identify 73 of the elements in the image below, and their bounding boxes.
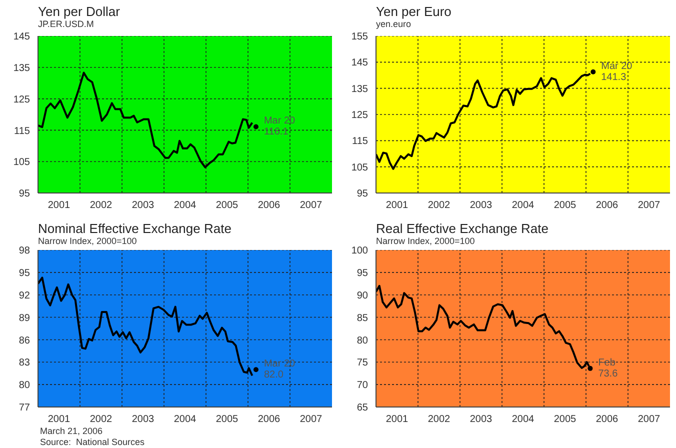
x-tick-label: 2002 (428, 414, 451, 426)
x-tick-label: 2006 (596, 414, 619, 426)
chart-title: Yen per Euro (376, 4, 452, 19)
y-tick-label: 77 (18, 402, 30, 414)
text: March 21, 2006 (40, 426, 103, 436)
x-tick-label: 2003 (132, 200, 155, 212)
x-tick-label: 2007 (638, 414, 661, 426)
x-tick-label: 2006 (596, 200, 619, 212)
x-tick-label: 2006 (258, 200, 281, 212)
annotation: Mar 20 116.1 (264, 116, 296, 138)
x-tick-label: 2004 (512, 414, 535, 426)
y-tick-label: 80 (356, 335, 368, 346)
x-tick-label: 2001 (386, 200, 409, 212)
y-tick-label: 92 (18, 290, 30, 302)
y-tick-label: 98 (18, 246, 30, 257)
y-tick-label: 80 (18, 380, 30, 392)
y-tick-label: 95 (356, 268, 368, 279)
x-tick-label: 2003 (470, 414, 493, 426)
chart-title: Yen per Dollar (38, 4, 120, 19)
y-tick-label: 115 (352, 136, 368, 148)
chart-subtitle: yen.euro (376, 19, 412, 29)
line-series (38, 72, 254, 168)
y-tick-label: 105 (13, 157, 30, 168)
y-tick-label: 70 (356, 380, 368, 392)
x-tick-label: 2003 (470, 200, 493, 212)
y-tick-label: 145 (13, 32, 30, 43)
x-tick-label: 2006 (258, 414, 281, 426)
y-tick-label: 65 (356, 402, 368, 414)
y-tick-label: 100 (351, 246, 368, 257)
annotation: Mar 20 82.0 (264, 358, 296, 381)
y-tick-label: 95 (18, 268, 30, 279)
x-tick-label: 2007 (300, 200, 323, 212)
chart-title: Nominal Effective Exchange Rate (38, 221, 232, 236)
y-tick-label: 125 (351, 110, 368, 122)
y-tick-label: 75 (356, 358, 368, 369)
x-tick-label: 2005 (554, 414, 577, 426)
y-tick-label: 95 (18, 188, 30, 200)
x-tick-label: 2001 (48, 414, 71, 426)
y-tick-label: 105 (351, 162, 368, 174)
x-tick-label: 2004 (512, 200, 535, 212)
y-tick-label: 83 (18, 358, 30, 369)
y-tick-label: 125 (13, 94, 30, 106)
x-tick-label: 2005 (216, 200, 239, 212)
chart-subtitle: Narrow Index, 2000=100 (38, 236, 137, 246)
y-tick-label: 85 (356, 312, 368, 324)
chart-subtitle: Narrow Index, 2000=100 (376, 236, 475, 246)
y-tick-label: 155 (351, 32, 368, 43)
line-series (38, 276, 254, 377)
x-tick-label: 2004 (174, 200, 197, 212)
x-tick-label: 2001 (48, 200, 71, 212)
y-tick-label: 135 (351, 84, 368, 95)
y-tick-label: 90 (356, 290, 368, 302)
x-tick-label: 2004 (174, 414, 197, 426)
x-tick-label: 2002 (90, 414, 113, 426)
annotation: Mar 20 141.3 (601, 60, 633, 83)
y-tick-label: 89 (18, 312, 30, 324)
x-tick-label: 2002 (428, 200, 451, 212)
x-tick-label: 2001 (386, 414, 409, 426)
y-tick-label: 95 (356, 188, 368, 200)
x-tick-label: 2007 (300, 414, 323, 426)
x-tick-label: 2002 (90, 200, 113, 212)
x-tick-label: 2003 (132, 414, 155, 426)
y-tick-label: 86 (18, 335, 30, 346)
x-tick-label: 2005 (554, 200, 577, 212)
x-tick-label: 2005 (216, 414, 239, 426)
source-note: Source: National Sources (40, 437, 145, 447)
chart-subtitle: JP.ER.USD.M (38, 19, 94, 29)
annotation: Feb 73.6 (598, 357, 618, 380)
y-tick-label: 115 (14, 126, 30, 137)
y-tick-label: 145 (351, 58, 368, 69)
x-tick-label: 2007 (638, 200, 661, 212)
y-tick-label: 135 (13, 62, 30, 74)
chart-title: Real Effective Exchange Rate (376, 221, 548, 236)
